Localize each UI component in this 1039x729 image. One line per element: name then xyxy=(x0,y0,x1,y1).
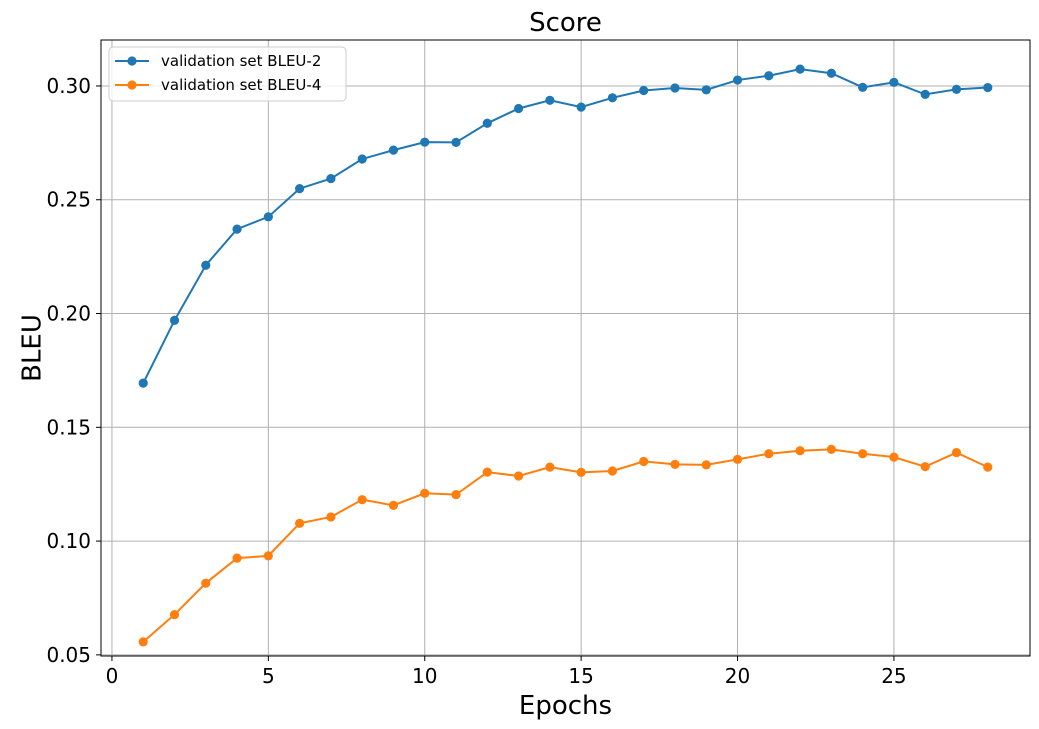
data-point xyxy=(639,456,649,467)
grid xyxy=(101,40,1030,656)
data-point xyxy=(513,471,524,481)
legend-marker xyxy=(127,56,137,66)
data-point xyxy=(607,466,618,476)
data-point xyxy=(263,212,273,222)
data-point xyxy=(826,444,836,454)
data-point xyxy=(201,260,211,270)
data-point xyxy=(295,518,305,528)
data-point xyxy=(920,462,930,472)
data-point xyxy=(451,490,461,500)
data-point xyxy=(545,95,555,105)
x-tick-label: 20 xyxy=(725,664,750,688)
data-point xyxy=(920,89,930,99)
data-point xyxy=(357,495,367,505)
legend-box xyxy=(108,46,347,102)
data-point xyxy=(732,75,743,85)
series-line xyxy=(142,68,988,384)
data-point xyxy=(576,102,586,112)
data-point xyxy=(764,449,774,459)
legend-item: validation set BLEU-4 xyxy=(115,76,321,94)
data-point xyxy=(388,145,399,155)
data-point xyxy=(670,83,680,93)
y-tick-label: 0.25 xyxy=(46,188,91,212)
y-tick-label: 0.15 xyxy=(46,415,91,439)
data-point xyxy=(858,82,868,92)
series-1 xyxy=(138,64,993,388)
y-tick-label: 0.30 xyxy=(46,74,91,98)
data-point xyxy=(858,449,868,459)
data-point xyxy=(232,553,242,563)
data-point xyxy=(388,500,399,510)
data-point xyxy=(701,460,711,470)
data-point xyxy=(357,154,367,164)
data-point xyxy=(420,137,430,147)
data-point xyxy=(795,446,805,456)
data-point xyxy=(513,103,524,114)
data-point xyxy=(232,224,242,234)
data-point xyxy=(701,85,711,95)
plot-area-frame xyxy=(100,39,1031,657)
x-tick-label: 10 xyxy=(412,664,437,688)
y-axis-ticks: 0.05 0.10 0.15 0.20 0.25 0.30 xyxy=(46,74,101,667)
data-point xyxy=(639,85,649,96)
data-point xyxy=(732,454,743,464)
y-tick-label: 0.10 xyxy=(46,529,91,553)
data-point xyxy=(169,315,180,325)
data-point xyxy=(263,551,273,561)
data-point xyxy=(138,637,148,647)
chart-title: Score xyxy=(529,8,602,38)
x-tick-label: 25 xyxy=(881,664,906,688)
series-2 xyxy=(138,444,993,647)
data-point xyxy=(889,452,899,462)
data-point xyxy=(983,82,993,93)
data-point xyxy=(169,609,180,620)
y-axis-title: BLEU xyxy=(18,314,48,382)
y-tick-label: 0.20 xyxy=(46,302,91,326)
data-point xyxy=(138,378,148,388)
data-point xyxy=(482,118,492,128)
data-point xyxy=(326,512,336,522)
data-point xyxy=(670,459,680,469)
data-point xyxy=(482,467,492,477)
data-point xyxy=(826,68,836,78)
x-tick-label: 15 xyxy=(568,664,593,688)
data-point xyxy=(951,447,962,458)
data-point xyxy=(951,84,962,94)
data-point xyxy=(764,71,774,81)
data-point xyxy=(326,173,336,184)
series-layer xyxy=(138,64,993,647)
x-tick-label: 5 xyxy=(262,664,275,688)
legend-label: validation set BLEU-4 xyxy=(161,76,321,94)
data-point xyxy=(576,467,586,477)
x-tick-label: 0 xyxy=(106,664,119,688)
data-point xyxy=(983,462,993,472)
data-point xyxy=(889,77,899,87)
series-line xyxy=(142,448,989,643)
legend-marker xyxy=(127,80,137,90)
data-point xyxy=(451,137,461,148)
legend-item: validation set BLEU-2 xyxy=(115,52,321,70)
x-axis-title: Epochs xyxy=(519,691,612,721)
y-tick-label: 0.05 xyxy=(46,643,91,667)
x-axis-ticks: 0 5 10 15 20 25 xyxy=(106,656,907,688)
data-point xyxy=(545,462,555,472)
data-point xyxy=(607,93,618,103)
data-point xyxy=(201,578,211,588)
legend-label: validation set BLEU-2 xyxy=(161,52,321,70)
data-point xyxy=(420,488,430,498)
data-point xyxy=(795,64,805,74)
data-point xyxy=(295,183,305,194)
legend: validation set BLEU-2 validation set BLEU… xyxy=(108,46,347,102)
